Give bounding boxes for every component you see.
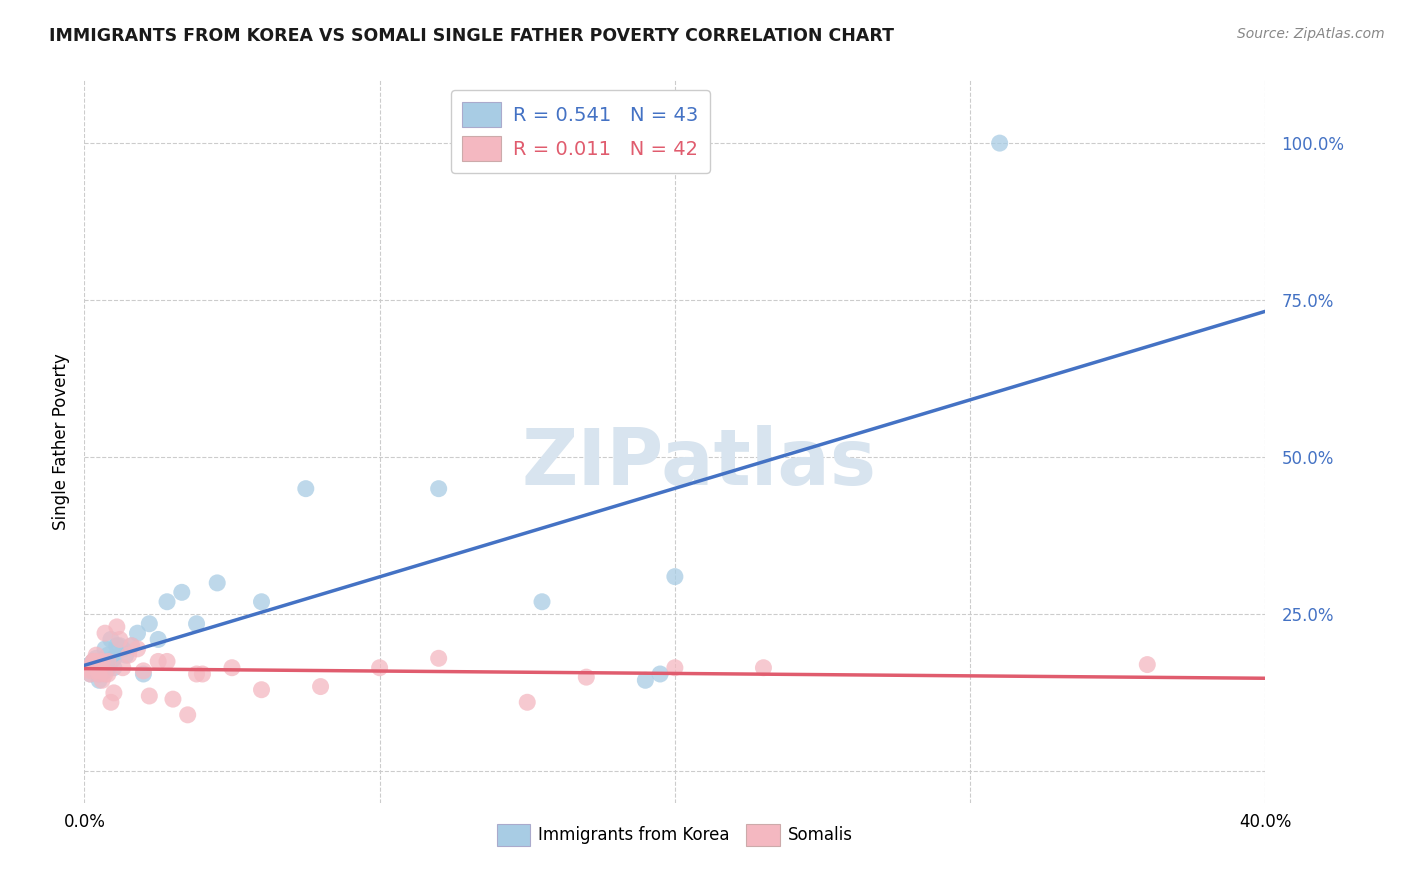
Point	[91, 655, 114, 669]
Point	[87, 661, 111, 675]
Point	[76, 661, 98, 675]
Point	[103, 686, 125, 700]
Point	[82, 655, 104, 669]
Point	[121, 639, 143, 653]
Point	[114, 648, 136, 662]
Point	[79, 664, 101, 678]
Point	[118, 648, 141, 662]
Point	[127, 641, 149, 656]
Point	[988, 136, 1011, 150]
Point	[91, 673, 114, 688]
Point	[87, 661, 111, 675]
Point	[94, 641, 117, 656]
Point	[76, 661, 98, 675]
Point	[634, 673, 657, 688]
Point	[191, 667, 214, 681]
Point	[368, 661, 391, 675]
Point	[100, 632, 122, 647]
Point	[91, 657, 114, 672]
Point	[170, 585, 193, 599]
Text: ZIPatlas: ZIPatlas	[522, 425, 876, 501]
Point	[127, 626, 149, 640]
Point	[752, 661, 775, 675]
Point	[121, 639, 143, 653]
Point	[108, 632, 131, 647]
Point	[186, 667, 208, 681]
Point	[156, 655, 179, 669]
Point	[427, 482, 450, 496]
Point	[84, 655, 107, 669]
Point	[82, 655, 104, 669]
Point	[207, 575, 229, 590]
Point	[94, 664, 117, 678]
Point	[156, 595, 179, 609]
Point	[186, 616, 208, 631]
Point	[87, 664, 111, 678]
Point	[91, 664, 114, 678]
Point	[516, 695, 538, 709]
Point	[79, 667, 101, 681]
Point	[309, 680, 332, 694]
Point	[94, 655, 117, 669]
Point	[105, 620, 128, 634]
Point	[87, 673, 111, 688]
Point	[132, 667, 155, 681]
Point	[427, 651, 450, 665]
Point	[221, 661, 243, 675]
Point	[575, 670, 598, 684]
Point	[87, 667, 111, 681]
Point	[87, 667, 111, 681]
Point	[97, 648, 120, 662]
Point	[650, 667, 672, 681]
Point	[295, 482, 318, 496]
Point	[111, 661, 134, 675]
Legend: Immigrants from Korea, Somalis: Immigrants from Korea, Somalis	[489, 818, 860, 852]
Point	[100, 695, 122, 709]
Point	[138, 616, 160, 631]
Text: Source: ZipAtlas.com: Source: ZipAtlas.com	[1237, 27, 1385, 41]
Point	[82, 655, 104, 669]
Point	[111, 641, 134, 656]
Point	[250, 682, 273, 697]
Point	[162, 692, 184, 706]
Point	[94, 626, 117, 640]
Text: IMMIGRANTS FROM KOREA VS SOMALI SINGLE FATHER POVERTY CORRELATION CHART: IMMIGRANTS FROM KOREA VS SOMALI SINGLE F…	[49, 27, 894, 45]
Point	[132, 664, 155, 678]
Point	[97, 661, 120, 675]
Point	[100, 655, 122, 669]
Point	[94, 667, 117, 681]
Point	[97, 667, 120, 681]
Point	[1136, 657, 1159, 672]
Point	[138, 689, 160, 703]
Point	[664, 569, 686, 583]
Point	[531, 595, 554, 609]
Point	[79, 667, 101, 681]
Point	[148, 655, 170, 669]
Y-axis label: Single Father Poverty: Single Father Poverty	[52, 353, 70, 530]
Point	[177, 707, 200, 722]
Point	[108, 639, 131, 653]
Point	[250, 595, 273, 609]
Point	[103, 651, 125, 665]
Point	[79, 657, 101, 672]
Point	[84, 651, 107, 665]
Point	[97, 655, 120, 669]
Point	[84, 648, 107, 662]
Point	[105, 639, 128, 653]
Point	[82, 664, 104, 678]
Point	[148, 632, 170, 647]
Point	[84, 661, 107, 675]
Point	[91, 655, 114, 669]
Point	[664, 661, 686, 675]
Point	[103, 661, 125, 675]
